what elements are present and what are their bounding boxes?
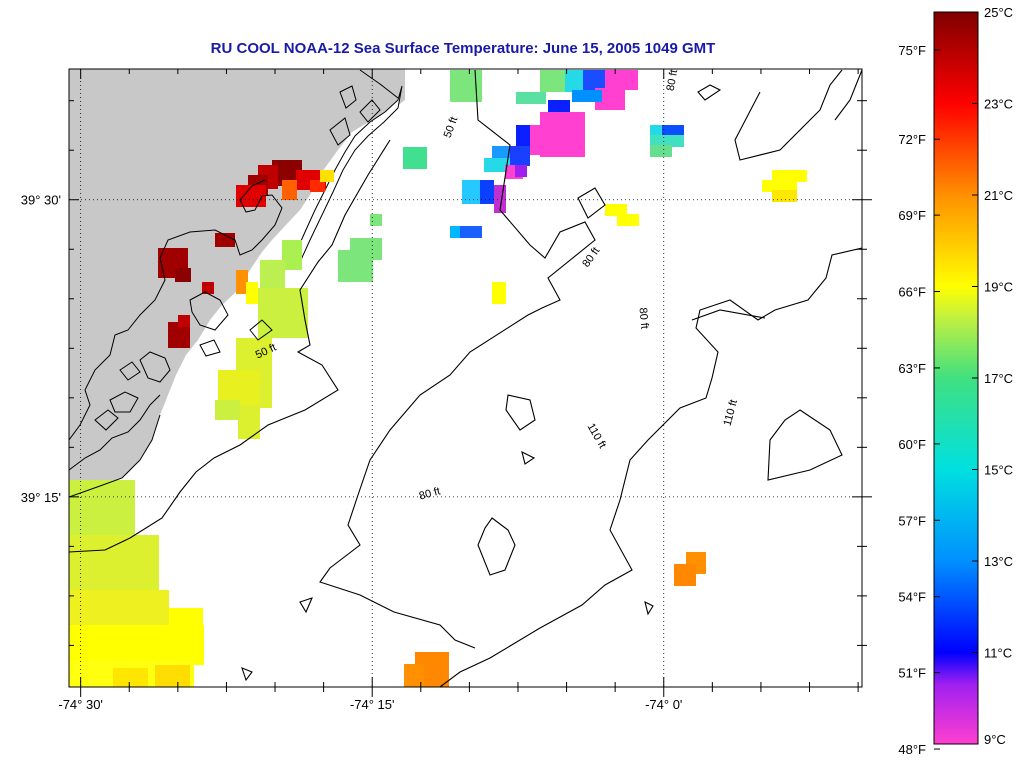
fahrenheit-label: 51°F <box>898 666 926 681</box>
fahrenheit-label: 60°F <box>898 437 926 452</box>
contour-diamond-b <box>644 600 654 616</box>
celsius-label: 17°C <box>984 371 1013 386</box>
latitude-labels: 39° 30' 39° 15' <box>21 193 61 505</box>
celsius-label: 25°C <box>984 5 1013 20</box>
contour-110ft <box>439 247 862 687</box>
contour-110ft-e <box>477 517 516 576</box>
celsius-label: 9°C <box>984 732 1006 747</box>
contour-diamond-d <box>577 187 606 219</box>
celsius-label: 19°C <box>984 280 1013 295</box>
contour-label: 80 ft <box>665 69 681 92</box>
contour-110ft-f <box>691 309 766 321</box>
fahrenheit-label: 75°F <box>898 43 926 58</box>
contour-diamond-a <box>299 597 313 614</box>
fahrenheit-label: 63°F <box>898 361 926 376</box>
map-frame <box>68 68 863 688</box>
fahrenheit-label: 48°F <box>898 742 926 757</box>
contour-80ft-c <box>505 394 536 431</box>
contour-label: 110 ft <box>790 35 818 49</box>
contour-80ft-d <box>521 450 536 465</box>
contour-diamond-c <box>241 667 253 682</box>
fahrenheit-label: 72°F <box>898 132 926 147</box>
colorbar-ticks <box>934 11 978 750</box>
contour-label: 80 ft <box>863 33 879 56</box>
celsius-label: 13°C <box>984 554 1013 569</box>
contour-110ft-b <box>697 84 722 101</box>
axis-ticks <box>69 69 872 697</box>
colorbar-fahrenheit-labels: 75°F 72°F 69°F 66°F 63°F 60°F 57°F 54°F 51°F 48°F <box>898 43 926 757</box>
coastline <box>69 69 399 498</box>
figure-title: RU COOL NOAA-12 Sea Surface Temperature:… <box>211 40 716 57</box>
fahrenheit-label: 66°F <box>898 285 926 300</box>
longitude-labels: -74° 30'-74° 15'-74° 0'-73° 45' <box>58 697 977 712</box>
lon-label: -74° 15' <box>350 697 395 712</box>
depth-contours <box>69 69 862 687</box>
celsius-label: 11°C <box>984 646 1012 661</box>
contour-label: 80 ft <box>637 307 651 329</box>
contour-80ft-b <box>734 69 843 161</box>
celsius-label: 15°C <box>984 463 1013 478</box>
contour-50ft <box>69 139 391 553</box>
colorbar-celsius-labels: 25°C 23°C 21°C 19°C 17°C 15°C 13°C 11°C 9°C <box>984 5 1013 747</box>
contour-label: 110 ft <box>1013 30 1024 59</box>
lat-label: 39° 15' <box>21 490 61 505</box>
contour-80ft <box>319 69 596 649</box>
fahrenheit-label: 57°F <box>898 513 926 528</box>
contour-label: 80 ft <box>418 485 442 502</box>
contour-110ft-c <box>834 69 862 121</box>
fahrenheit-label: 69°F <box>898 208 926 223</box>
fahrenheit-label: 54°F <box>898 590 926 605</box>
contour-110ft-d <box>767 409 843 481</box>
sst-pixels <box>69 70 807 687</box>
lon-label: -74° 30' <box>58 697 103 712</box>
colorbar <box>933 11 979 745</box>
lat-label: 39° 30' <box>21 193 61 208</box>
lon-label: -74° 0' <box>645 697 682 712</box>
celsius-label: 21°C <box>984 188 1013 203</box>
celsius-label: 23°C <box>984 97 1013 112</box>
gridlines <box>69 69 862 687</box>
